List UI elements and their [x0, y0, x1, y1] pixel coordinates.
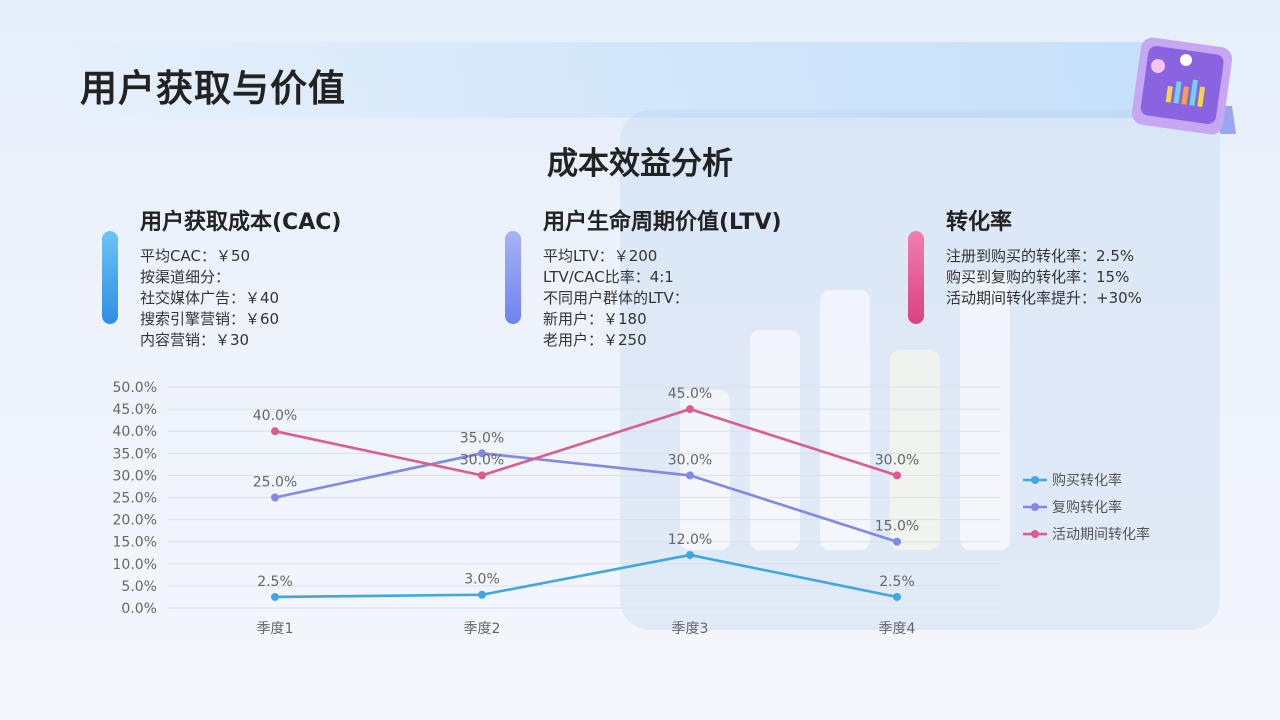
- conversion-accent-bar: [908, 231, 924, 324]
- y-tick-label: 40.0%: [113, 424, 157, 440]
- y-tick-label: 45.0%: [113, 402, 157, 418]
- x-tick-label: 季度1: [257, 621, 294, 637]
- conversion-line: 购买到复购的转化率：15%: [946, 268, 1130, 286]
- conversion-line: 活动期间转化率提升：+30%: [946, 289, 1142, 307]
- section-title: 成本效益分析: [547, 146, 733, 182]
- data-label: 30.0%: [875, 452, 919, 468]
- y-tick-label: 20.0%: [113, 513, 157, 529]
- y-tick-label: 25.0%: [113, 491, 157, 507]
- cac-line: 搜索引擎营销：￥60: [140, 310, 280, 328]
- y-tick-label: 0.0%: [121, 601, 157, 617]
- y-tick-label: 35.0%: [113, 446, 157, 462]
- cac-line: 内容营销：￥30: [140, 331, 250, 349]
- cac-card: 用户获取成本(CAC) 平均CAC：￥50 按渠道细分： 社交媒体广告：￥40 …: [102, 204, 342, 351]
- data-point: [478, 471, 486, 480]
- data-point: [271, 427, 279, 436]
- x-tick-label: 季度3: [672, 621, 709, 637]
- cac-line: 按渠道细分：: [140, 268, 231, 286]
- y-tick-label: 50.0%: [113, 380, 157, 396]
- cac-line: 平均CAC：￥50: [140, 247, 251, 265]
- y-tick-label: 5.0%: [121, 579, 157, 595]
- title-band: [60, 42, 1170, 118]
- cac-line: 社交媒体广告：￥40: [140, 289, 280, 307]
- ltv-card-title: 用户生命周期价值(LTV): [543, 210, 782, 235]
- legend-label: 复购转化率: [1052, 499, 1122, 516]
- data-point: [893, 471, 901, 480]
- data-point: [893, 592, 901, 601]
- legend-marker: [1031, 476, 1039, 484]
- dashboard-tablet-icon: [1131, 37, 1236, 135]
- cac-accent-bar: [102, 231, 118, 324]
- data-point: [271, 592, 279, 601]
- ltv-line: 平均LTV：￥200: [543, 247, 658, 265]
- data-point: [686, 550, 694, 559]
- data-label: 2.5%: [879, 574, 915, 590]
- data-label: 45.0%: [668, 386, 712, 402]
- data-point: [686, 405, 694, 414]
- ltv-accent-bar: [505, 231, 521, 324]
- data-label: 25.0%: [253, 475, 297, 491]
- data-label: 2.5%: [257, 574, 293, 590]
- y-tick-label: 15.0%: [113, 535, 157, 551]
- data-point: [478, 449, 486, 458]
- ltv-line: 不同用户群体的LTV：: [543, 289, 689, 307]
- data-point: [686, 471, 694, 480]
- data-label: 12.0%: [668, 532, 712, 548]
- data-point: [893, 537, 901, 546]
- x-tick-label: 季度4: [879, 621, 916, 637]
- data-label: 30.0%: [460, 452, 504, 468]
- legend-label: 购买转化率: [1052, 472, 1122, 489]
- conversion-card: 转化率 注册到购买的转化率：2.5% 购买到复购的转化率：15% 活动期间转化率…: [908, 204, 1142, 324]
- ltv-line: 新用户：￥180: [543, 310, 647, 328]
- y-tick-label: 10.0%: [113, 557, 157, 573]
- series-line: [274, 553, 898, 599]
- series-line: [274, 451, 898, 543]
- data-label: 3.0%: [464, 572, 500, 588]
- ltv-line: 老用户：￥250: [543, 331, 647, 349]
- data-label: 35.0%: [460, 430, 504, 446]
- data-point: [478, 590, 486, 599]
- x-tick-label: 季度2: [464, 621, 501, 637]
- page-title: 用户获取与价值: [80, 67, 346, 110]
- legend-label: 活动期间转化率: [1052, 526, 1150, 543]
- ltv-card: 用户生命周期价值(LTV) 平均LTV：￥200 LTV/CAC比率：4:1 不…: [505, 204, 782, 351]
- data-label: 40.0%: [253, 408, 297, 424]
- data-point: [271, 493, 279, 502]
- series-line: [274, 407, 898, 477]
- cac-card-title: 用户获取成本(CAC): [140, 210, 342, 235]
- data-label: 15.0%: [875, 519, 919, 535]
- conversion-card-title: 转化率: [946, 210, 1013, 235]
- legend-marker: [1031, 530, 1039, 538]
- data-label: 30.0%: [668, 452, 712, 468]
- legend-marker: [1031, 503, 1039, 511]
- y-tick-label: 30.0%: [113, 468, 157, 484]
- conversion-line: 注册到购买的转化率：2.5%: [946, 247, 1135, 265]
- ltv-line: LTV/CAC比率：4:1: [543, 268, 674, 286]
